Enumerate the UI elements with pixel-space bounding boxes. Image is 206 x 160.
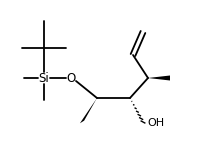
Text: OH: OH bbox=[147, 118, 164, 128]
Polygon shape bbox=[80, 98, 97, 123]
Polygon shape bbox=[148, 76, 170, 80]
Text: O: O bbox=[66, 72, 76, 84]
Text: Si: Si bbox=[39, 72, 49, 84]
